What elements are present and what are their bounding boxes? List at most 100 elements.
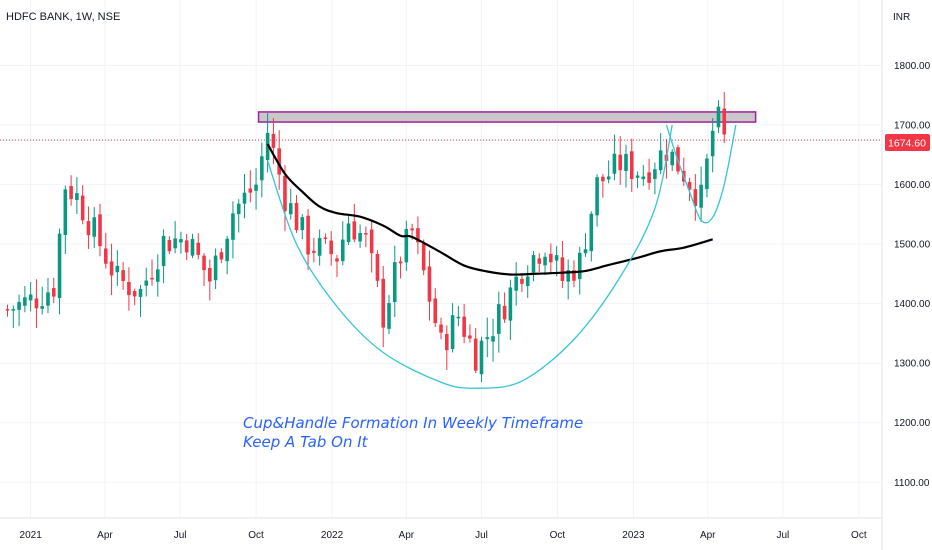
y-tick-label: 1200.00: [894, 418, 931, 429]
candle-body: [127, 281, 131, 296]
candle-body: [387, 303, 391, 329]
candle-body: [520, 278, 524, 284]
candle-body: [641, 176, 646, 180]
candle-body: [514, 276, 518, 291]
last-price-badge: [885, 134, 930, 151]
candle-body: [109, 261, 114, 276]
candle-body: [606, 176, 611, 180]
candle-body: [485, 337, 490, 340]
y-tick-label: 1500.00: [894, 240, 931, 251]
candle-body: [693, 189, 698, 206]
candle-body: [294, 202, 299, 231]
x-tick-label: Jul: [475, 530, 488, 541]
candle-body: [398, 261, 403, 264]
candle-body: [173, 238, 177, 249]
candle-body: [242, 192, 247, 204]
candle-body: [196, 242, 201, 255]
candle-body: [34, 298, 39, 309]
candle-body: [612, 153, 617, 174]
candle-body: [624, 153, 628, 172]
candle-body: [213, 255, 218, 281]
annotation-line-2: Keep A Tab On It: [243, 433, 369, 451]
candle-body: [248, 188, 253, 193]
candle-body: [670, 151, 675, 166]
candle-body: [722, 108, 727, 135]
last-price-label: 1674.60: [888, 138, 926, 150]
candle-body: [572, 270, 576, 281]
x-tick-label: Apr: [399, 530, 415, 541]
candle-body: [23, 297, 27, 306]
candle-body: [416, 228, 420, 243]
y-tick-label: 1300.00: [894, 359, 931, 370]
candle-body: [115, 265, 120, 273]
candle-body: [161, 235, 166, 267]
candle-body: [479, 340, 484, 375]
candle-body: [699, 184, 703, 208]
candle-body: [392, 262, 397, 302]
candle-body: [445, 333, 449, 351]
candle-body: [566, 270, 570, 282]
y-tick-label: 1400.00: [894, 299, 931, 310]
x-tick-label: Oct: [851, 530, 867, 541]
candle-body: [497, 304, 501, 334]
candle-body: [335, 258, 339, 262]
candle-body: [525, 276, 530, 287]
candle-body: [86, 221, 91, 236]
candle-body: [647, 172, 651, 183]
candle-body: [11, 309, 16, 311]
candle-body: [202, 255, 206, 271]
candle-body: [80, 195, 85, 221]
y-tick-label: 1700.00: [894, 121, 931, 132]
candle-body: [658, 150, 663, 171]
candle-body: [439, 324, 443, 333]
handle-curve: [665, 124, 737, 224]
candle-body: [427, 266, 432, 302]
candle-body: [277, 148, 281, 175]
candle-body: [231, 213, 235, 240]
candle-body: [179, 239, 183, 243]
candle-body: [502, 305, 507, 320]
candle-body: [421, 243, 426, 271]
candle-body: [40, 306, 44, 309]
candle-body: [317, 238, 322, 256]
candle-body: [352, 221, 357, 240]
candle-body: [306, 215, 310, 255]
time-axis[interactable]: 2021 Apr Jul Oct 2022 Apr Jul Oct 2023 Apr Jul Oct: [20, 530, 867, 541]
candle-body: [156, 269, 160, 282]
candle-body: [468, 335, 472, 339]
y-tick-label: 1800.00: [894, 61, 931, 72]
candle-body: [381, 278, 386, 328]
candle-body: [375, 254, 380, 281]
candle-body: [653, 169, 657, 179]
candle-body: [601, 176, 605, 182]
candle-body: [531, 255, 536, 273]
price-axis[interactable]: 1800.00 1700.00 1600.00 1500.00 1400.00 1300.…: [894, 61, 931, 489]
candle-body: [167, 240, 172, 252]
candle-body: [716, 106, 721, 128]
candle-body: [121, 270, 125, 282]
candle-body: [51, 288, 56, 297]
candle-body: [271, 133, 276, 148]
candle-body: [57, 233, 62, 299]
candle-body: [687, 181, 692, 190]
candle-body: [63, 189, 68, 235]
candle-body: [710, 130, 715, 157]
candle-body: [138, 288, 143, 297]
x-tick-label: Oct: [248, 530, 264, 541]
candle-body: [132, 291, 137, 297]
x-tick-label: 2023: [622, 530, 645, 541]
candle-body: [629, 151, 634, 180]
candle-body: [300, 217, 305, 230]
candle-body: [618, 154, 622, 171]
grid-lines: [0, 0, 883, 550]
candle-body: [265, 132, 270, 161]
candle-body: [288, 203, 293, 215]
candle-body: [635, 175, 640, 178]
x-tick-label: Jul: [174, 530, 187, 541]
candle-body: [473, 338, 478, 371]
candle-body: [28, 294, 33, 301]
candle-body: [283, 175, 287, 212]
candle-body: [312, 250, 316, 253]
candle-body: [491, 336, 495, 342]
